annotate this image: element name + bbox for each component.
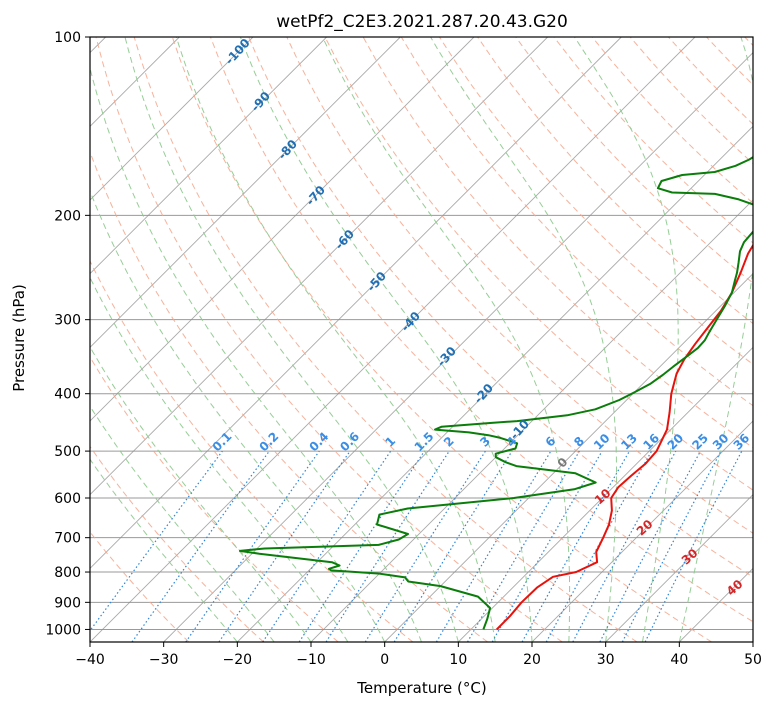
x-axis-ticks: −40 −30 −20 −10 0 10 20 30 40 50 (75, 642, 762, 668)
y-tick-label: 1000 (45, 622, 81, 638)
x-tick-label: 40 (670, 652, 688, 668)
x-tick-label: −30 (149, 652, 179, 668)
y-tick-label: 600 (54, 491, 81, 507)
y-tick-label: 100 (54, 30, 81, 46)
x-tick-label: 50 (744, 652, 762, 668)
y-tick-label: 900 (54, 595, 81, 611)
y-axis-label: Pressure (hPa) (10, 284, 28, 392)
chart-title: wetPf2_C2E3.2021.287.20.43.G20 (276, 12, 568, 32)
plot-area (90, 37, 753, 642)
isotherm-line (753, 37, 775, 642)
y-tick-label: 500 (54, 444, 81, 460)
x-tick-label: −10 (296, 652, 326, 668)
x-tick-label: 20 (523, 652, 541, 668)
x-tick-label: −20 (223, 652, 253, 668)
x-axis-label: Temperature (°C) (356, 679, 486, 697)
y-axis-ticks: 100 200 300 400 500 600 700 800 900 1000 (45, 30, 90, 638)
y-tick-label: 400 (54, 387, 81, 403)
x-tick-label: 0 (380, 652, 389, 668)
plot-background (90, 37, 753, 642)
x-tick-label: 30 (597, 652, 615, 668)
y-tick-label: 800 (54, 565, 81, 581)
y-tick-label: 200 (54, 208, 81, 224)
x-tick-label: 10 (449, 652, 467, 668)
x-tick-label: −40 (75, 652, 105, 668)
y-tick-label: 700 (54, 531, 81, 547)
y-tick-label: 300 (54, 313, 81, 329)
